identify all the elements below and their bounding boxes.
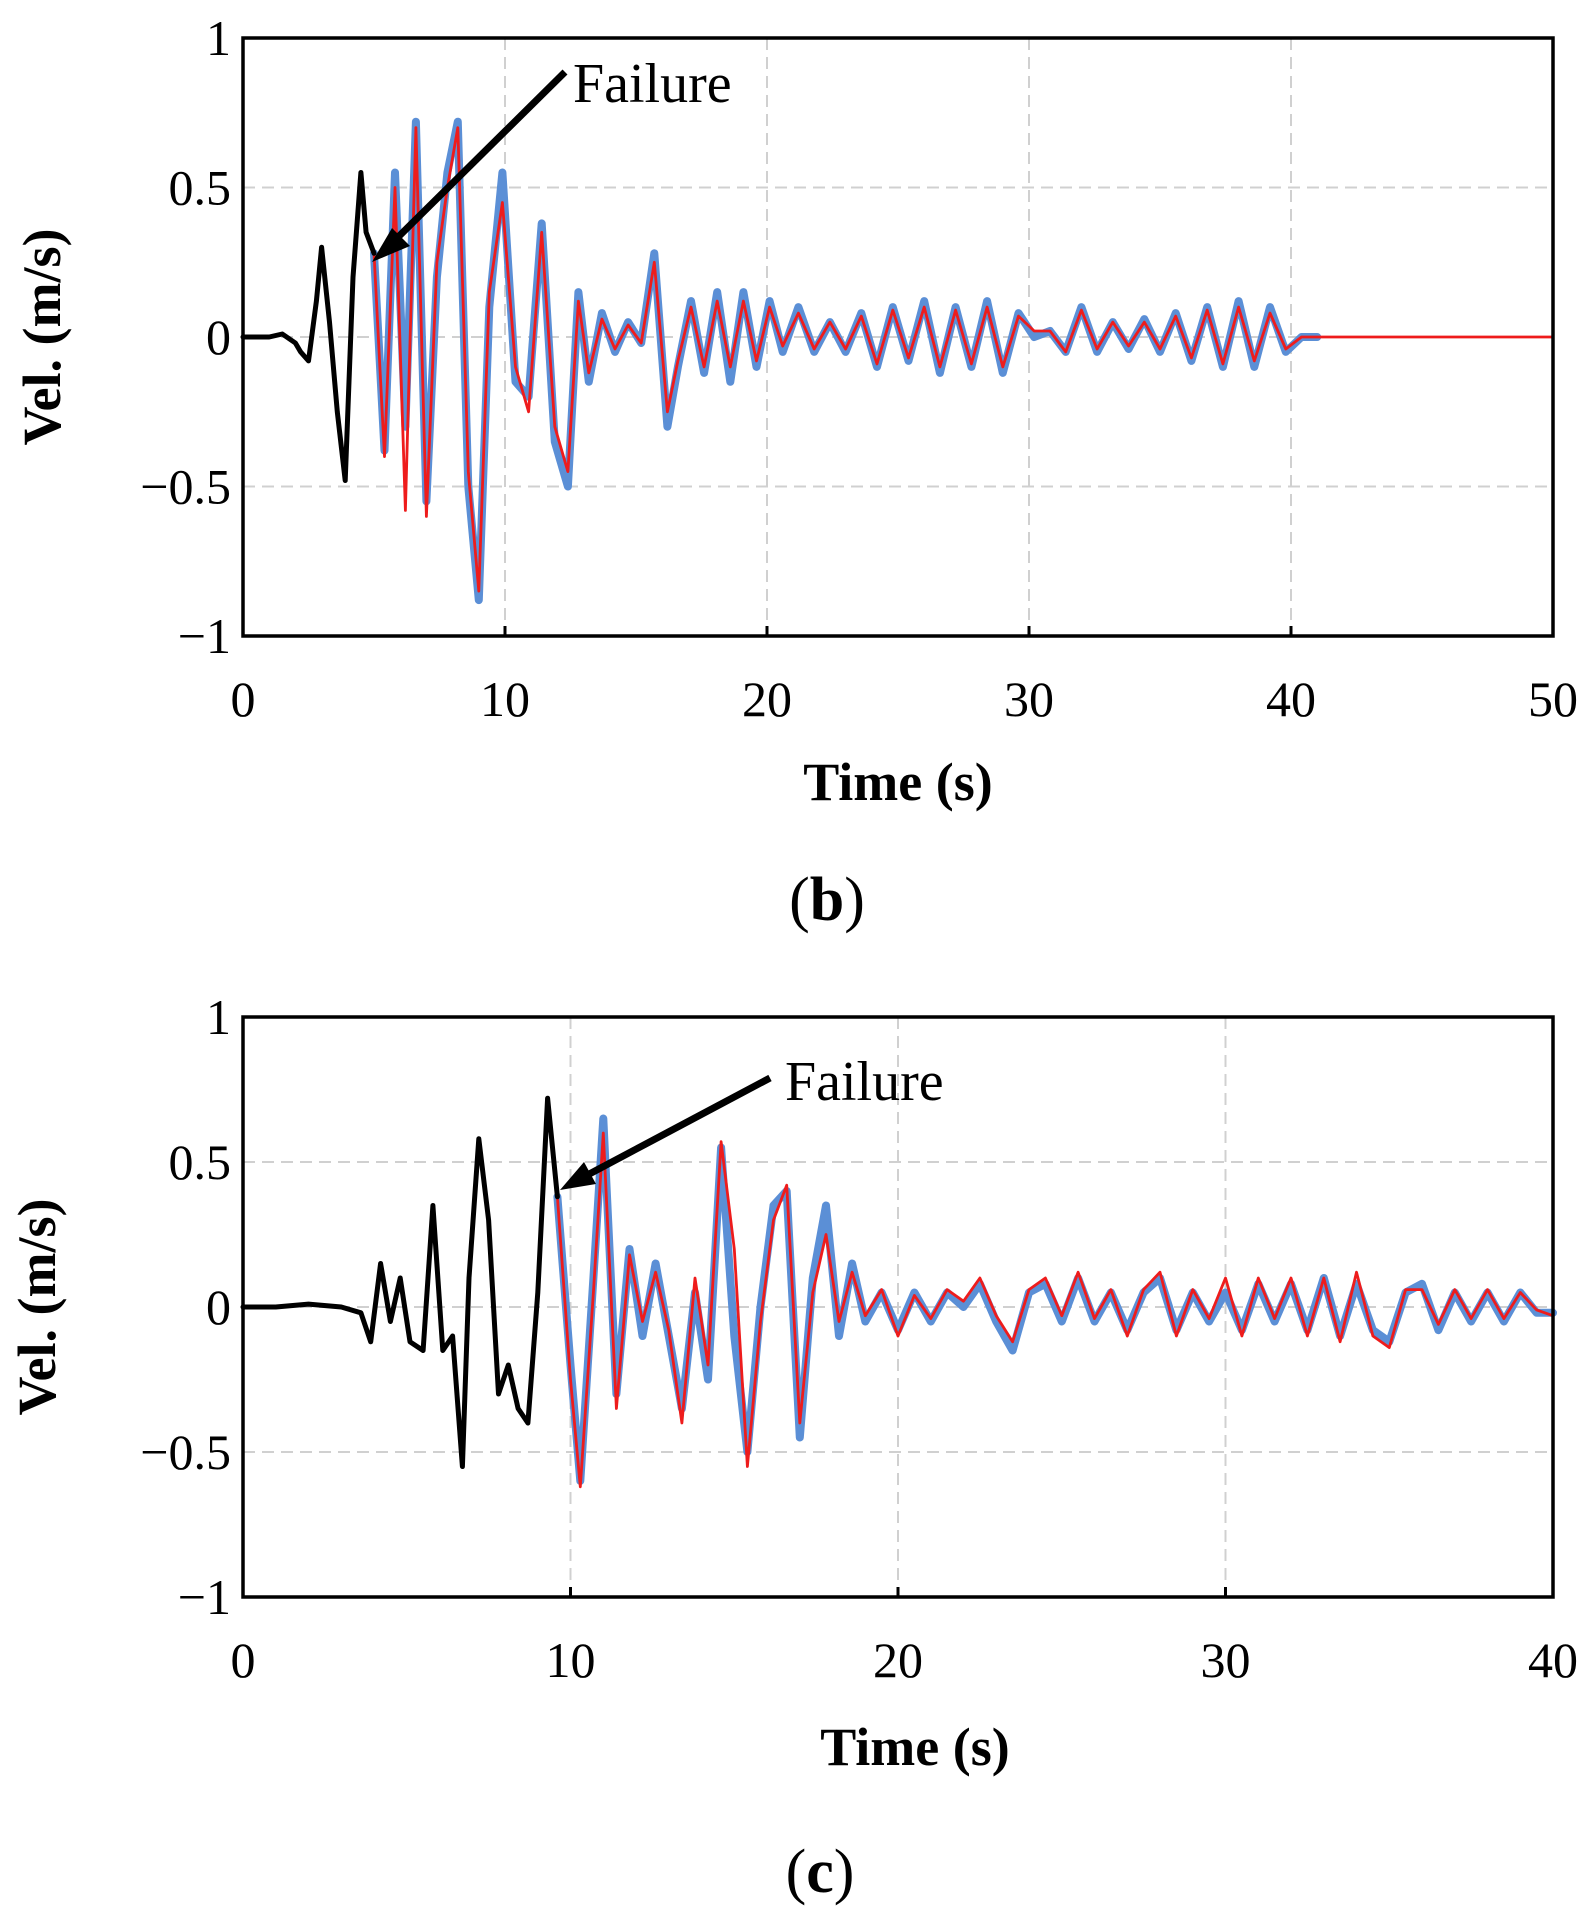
- x-tick-labels: 0 10 20 30 40 50: [231, 671, 1579, 727]
- x-axis-label: Time (s): [803, 752, 992, 812]
- chart-panel-b: 1 0.5 0 −0.5 −1 0 10 20 30 40 50 Time (s) Vel. (m…: [12, 10, 1578, 934]
- y-axis-label: Vel. (m/s): [12, 229, 72, 446]
- plot-frame: [241, 1015, 1555, 1599]
- panel-label-open: (: [786, 1838, 807, 1906]
- failure-arrow: [382, 69, 568, 253]
- series-group: [240, 117, 1555, 605]
- x-tick-label: 30: [1004, 671, 1054, 727]
- y-tick-label: −1: [178, 1569, 231, 1625]
- x-tick-label: 0: [231, 671, 256, 727]
- panel-label-close: ): [844, 866, 865, 934]
- failure-label: Failure: [785, 1051, 944, 1113]
- chart-panel-c: 1 0.5 0 −0.5 −1 0 10 20 30 40 Time (s) Vel. (m/s…: [7, 989, 1578, 1906]
- y-tick-label: −0.5: [140, 1424, 231, 1480]
- failure-arrow-head: [560, 1162, 596, 1190]
- y-tick-label: 0.5: [169, 1134, 232, 1190]
- x-tick-label: 50: [1528, 671, 1578, 727]
- failure-label: Failure: [573, 53, 732, 115]
- series-group: [240, 1095, 1557, 1489]
- panel-label-c: (c): [786, 1838, 855, 1906]
- failure-annotation: Failure: [560, 1051, 944, 1190]
- y-tick-label: 0: [206, 309, 231, 365]
- y-tick-label: 0.5: [169, 160, 232, 216]
- x-axis-label: Time (s): [820, 1717, 1009, 1777]
- y-axis-label: Vel. (m/s): [7, 1199, 67, 1416]
- x-tick-labels: 0 10 20 30 40: [231, 1632, 1579, 1688]
- plot-frame: [241, 36, 1555, 638]
- y-tick-label: −1: [178, 608, 231, 664]
- panel-label-open: (: [789, 866, 810, 934]
- y-tick-label: −0.5: [140, 459, 231, 515]
- x-tick-label: 0: [231, 1632, 256, 1688]
- x-tick-label: 20: [742, 671, 792, 727]
- x-tick-label: 30: [1201, 1632, 1251, 1688]
- y-tick-labels: 1 0.5 0 −0.5 −1: [140, 10, 231, 664]
- x-tick-label: 20: [873, 1632, 923, 1688]
- x-tick-label: 40: [1528, 1632, 1578, 1688]
- failure-annotation: Failure: [372, 53, 732, 262]
- panel-label-letter: c: [806, 1838, 834, 1906]
- y-tick-label: 1: [206, 10, 231, 66]
- y-tick-label: 1: [206, 989, 231, 1045]
- simulated-series: [556, 1131, 1555, 1489]
- x-tick-label: 40: [1266, 671, 1316, 727]
- panel-label-b: (b): [789, 866, 865, 934]
- y-tick-labels: 1 0.5 0 −0.5 −1: [140, 989, 231, 1625]
- x-tick-label: 10: [546, 1632, 596, 1688]
- simulated-series: [372, 126, 1555, 593]
- panel-label-close: ): [834, 1838, 855, 1906]
- y-tick-label: 0: [206, 1279, 231, 1335]
- pre-failure-series: [240, 1095, 560, 1469]
- pre-failure-series: [240, 170, 377, 483]
- failure-arrow: [576, 1074, 772, 1184]
- failure-arrow-head: [372, 228, 410, 262]
- panel-label-letter: b: [810, 866, 844, 934]
- x-tick-label: 10: [480, 671, 530, 727]
